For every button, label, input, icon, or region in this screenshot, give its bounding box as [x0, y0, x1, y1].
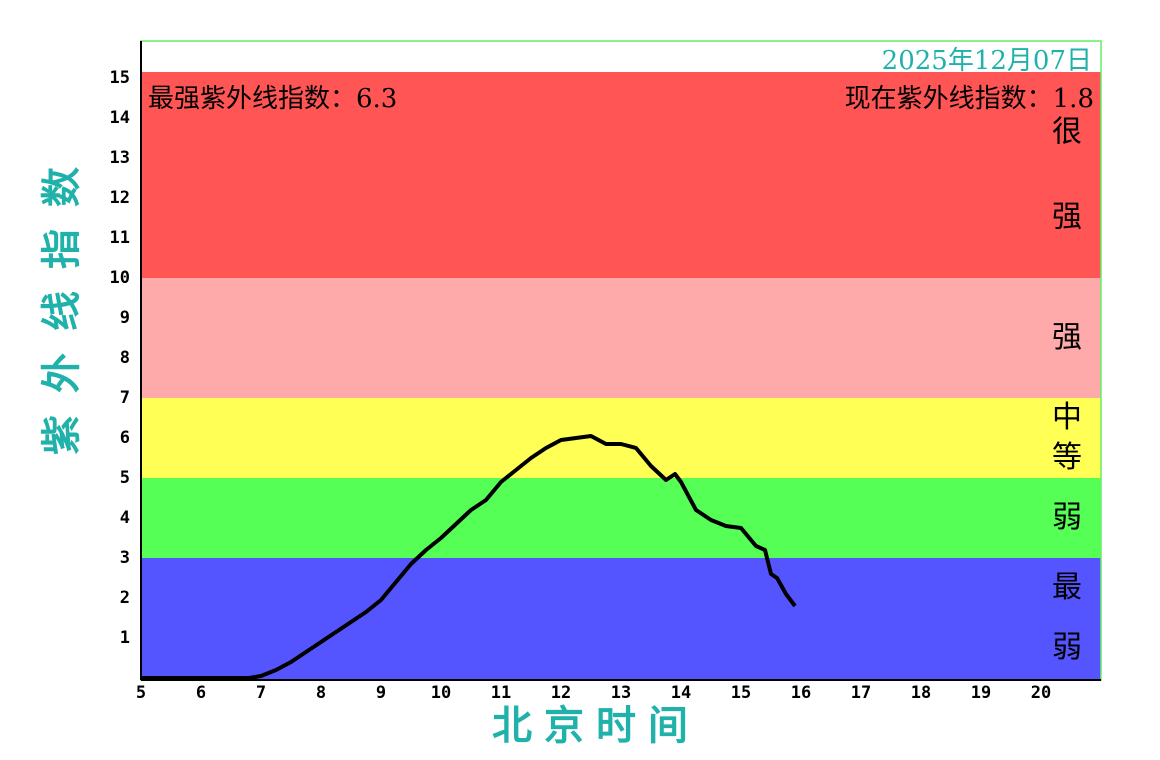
band-label: 中等	[1052, 400, 1082, 475]
y-tick-label: 1	[120, 628, 130, 648]
y-tick-label: 7	[120, 388, 130, 408]
current-label: 现在紫外线指数：1.8	[845, 84, 1094, 114]
x-tick-label: 17	[851, 683, 871, 703]
max-label: 最强紫外线指数：6.3	[148, 84, 397, 114]
x-tick-label: 8	[316, 683, 326, 703]
date: 2025年12月07日	[882, 46, 1092, 76]
y-tick-label: 9	[120, 308, 130, 328]
x-tick-label: 9	[376, 683, 386, 703]
x-tick-label: 12	[551, 683, 571, 703]
y-tick-label: 6	[120, 428, 130, 448]
band	[141, 478, 1101, 558]
band	[141, 558, 1101, 680]
y-tick-label: 5	[120, 468, 130, 488]
band-label: 强	[1052, 320, 1082, 355]
x-tick-label: 6	[196, 683, 206, 703]
band-label: 很强	[1052, 114, 1082, 234]
x-tick-label: 13	[611, 683, 631, 703]
x-tick-label: 16	[791, 683, 811, 703]
y-tick-label: 2	[120, 588, 130, 608]
x-tick-label: 15	[731, 683, 751, 703]
x-tick-label: 11	[491, 683, 511, 703]
y-axis-title: 紫外线指数	[39, 145, 85, 455]
band	[141, 398, 1101, 478]
band	[141, 278, 1101, 398]
band-label: 弱	[1052, 500, 1082, 535]
x-axis-title: 北京时间	[492, 703, 700, 749]
y-tick-label: 13	[110, 148, 130, 168]
x-tick-label: 7	[256, 683, 266, 703]
uv-line	[141, 434, 797, 680]
y-tick-label: 8	[120, 348, 130, 368]
y-tick-label: 15	[110, 68, 130, 88]
x-tick-label: 5	[136, 683, 146, 703]
y-tick-label: 11	[110, 228, 130, 248]
y-tick-label: 10	[110, 268, 130, 288]
x-tick-label: 20	[1031, 683, 1051, 703]
band-label: 最弱	[1052, 570, 1082, 665]
band	[141, 72, 1101, 278]
x-tick-label: 14	[671, 683, 691, 703]
y-tick-label: 12	[110, 188, 130, 208]
x-tick-label: 18	[911, 683, 931, 703]
y-tick-label: 3	[120, 548, 130, 568]
x-tick-label: 10	[431, 683, 451, 703]
y-tick-label: 4	[120, 508, 130, 528]
y-tick-label: 14	[110, 108, 130, 128]
x-tick-label: 19	[971, 683, 991, 703]
